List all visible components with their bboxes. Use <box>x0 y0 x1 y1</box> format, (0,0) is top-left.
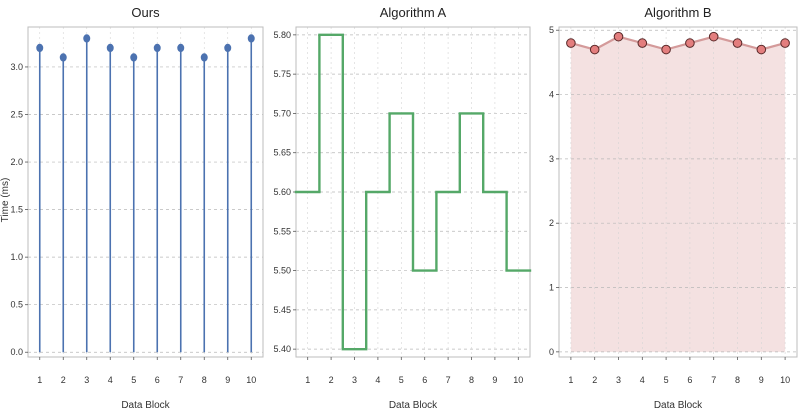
series-marker <box>708 31 719 42</box>
chart-panel-3: Algorithm B 0 1 2 3 4 5 1 2 3 4 5 6 7 8 9 10 Data Block <box>549 5 798 411</box>
x-tick-label: 5 <box>664 375 669 385</box>
x-tick-label: 8 <box>735 375 740 385</box>
x-axis-label: Data Block <box>389 400 438 411</box>
x-tick-label: 7 <box>178 375 183 385</box>
y-tick-label: 5.80 <box>273 30 291 40</box>
y-tick-label: 3.0 <box>10 62 23 72</box>
stem-marker <box>247 34 255 43</box>
chart-title: Ours <box>131 5 160 20</box>
y-tick-label: 2 <box>549 218 554 228</box>
x-tick-label: 4 <box>640 375 645 385</box>
x-tick-label: 10 <box>780 375 790 385</box>
y-tick-label: 1.5 <box>10 205 23 215</box>
y-tick-label: 5.50 <box>273 266 291 276</box>
chart-title: Algorithm A <box>380 5 447 20</box>
y-tick-label: 5.60 <box>273 187 291 197</box>
series-marker <box>756 44 767 55</box>
x-tick-label: 1 <box>305 375 310 385</box>
x-tick-label: 8 <box>469 375 474 385</box>
y-tick-label: 0.0 <box>10 347 23 357</box>
y-tick-label: 5.45 <box>273 305 291 315</box>
series-marker <box>566 38 576 48</box>
y-tick-label: 2.0 <box>10 157 23 167</box>
plot-frame <box>558 26 798 358</box>
x-tick-label: 3 <box>616 375 621 385</box>
chart-panel-1: Ours 0.0 0.5 1.0 1.5 2.0 2.5 3.0 1 2 3 4 5 6 7 8 9 10 Data… <box>10 5 264 411</box>
stem-marker <box>36 43 44 53</box>
series-marker <box>637 38 648 48</box>
y-tick-label: 1 <box>549 283 554 293</box>
y-tick-label: 3 <box>549 154 554 164</box>
series-marker <box>613 31 624 42</box>
x-tick-label: 10 <box>513 375 523 385</box>
stem-marker <box>153 43 161 53</box>
chart-title: Algorithm B <box>644 5 711 20</box>
x-axis-label: Data Block <box>121 400 170 411</box>
y-tick-label: 4 <box>549 90 554 100</box>
y-tick-label: 2.5 <box>10 109 23 119</box>
series-marker <box>661 44 671 55</box>
x-axis-label: Data Block <box>654 400 703 411</box>
x-tick-label: 6 <box>155 375 160 385</box>
x-tick-label: 6 <box>422 375 427 385</box>
y-tick-label: 0.5 <box>10 300 23 310</box>
stem-marker <box>83 34 91 43</box>
plot-frame <box>27 26 264 358</box>
stem-marker <box>130 53 138 62</box>
x-tick-label: 7 <box>711 375 716 385</box>
x-tick-label: 4 <box>375 375 380 385</box>
x-tick-label: 1 <box>37 375 42 385</box>
stem-marker <box>177 43 185 53</box>
series-marker <box>732 38 743 48</box>
y-tick-label: 5.40 <box>273 344 291 354</box>
x-tick-label: 3 <box>352 375 357 385</box>
y-tick-label: 5.55 <box>273 226 291 236</box>
x-tick-label: 2 <box>61 375 66 385</box>
series-marker <box>685 38 695 48</box>
x-tick-label: 1 <box>568 375 573 385</box>
x-tick-label: 2 <box>592 375 597 385</box>
x-tick-label: 6 <box>687 375 692 385</box>
x-tick-label: 3 <box>84 375 89 385</box>
x-tick-label: 2 <box>329 375 334 385</box>
y-tick-label: 0 <box>549 347 554 357</box>
stem-marker <box>200 53 208 62</box>
y-tick-label: 5.65 <box>273 148 291 158</box>
y-tick-label: 5 <box>549 25 554 35</box>
x-tick-label: 4 <box>108 375 113 385</box>
area-fill <box>570 36 786 352</box>
x-tick-label: 7 <box>446 375 451 385</box>
series-line <box>570 35 786 51</box>
stem-marker <box>224 43 232 53</box>
x-tick-label: 9 <box>225 375 230 385</box>
x-tick-label: 10 <box>246 375 256 385</box>
x-tick-label: 5 <box>131 375 136 385</box>
y-tick-label: 5.70 <box>273 108 291 118</box>
shared-y-axis-label: Time (ms) <box>0 178 11 223</box>
stem-marker <box>106 43 114 53</box>
x-tick-label: 9 <box>759 375 764 385</box>
series-marker <box>780 38 790 48</box>
y-tick-label: 5.75 <box>273 69 291 79</box>
y-tick-label: 1.0 <box>10 252 23 262</box>
chart-panel-2: Algorithm A 5.40 5.45 5.50 5.55 5.60 5.65 5.70 5… <box>273 5 532 411</box>
x-tick-label: 5 <box>399 375 404 385</box>
series-marker <box>589 44 600 55</box>
x-tick-label: 8 <box>202 375 207 385</box>
x-tick-label: 9 <box>492 375 497 385</box>
stem-marker <box>59 53 67 62</box>
